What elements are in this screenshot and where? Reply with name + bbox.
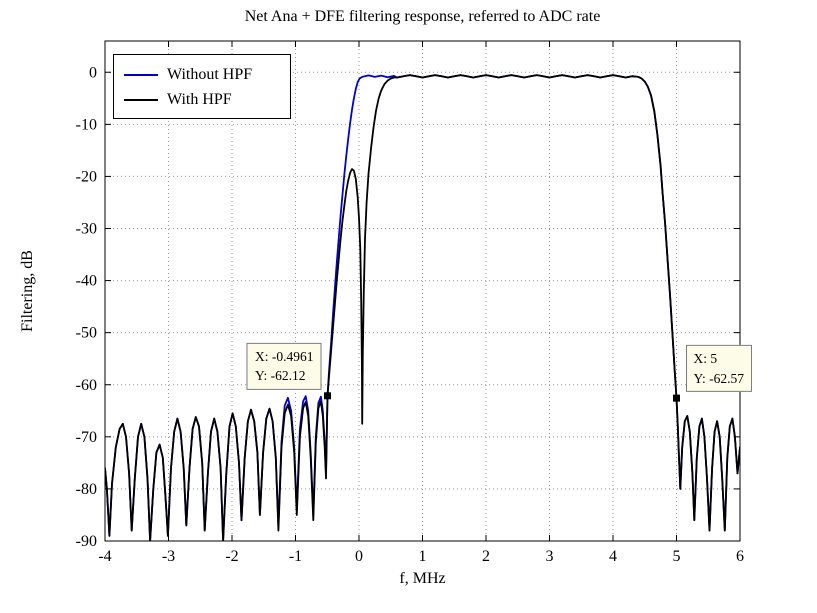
chart-title: Net Ana + DFE filtering response, referr… — [244, 8, 601, 25]
datatip-x-value: X: -0.4961 — [254, 348, 314, 364]
x-tick-label: 0 — [355, 548, 363, 565]
legend-label: With HPF — [167, 90, 232, 108]
datatip-marker[interactable] — [673, 394, 680, 402]
legend-line-sample-black — [124, 98, 158, 101]
datatip-y-value: Y: -62.57 — [693, 370, 745, 386]
axes-box — [104, 40, 741, 542]
x-tick-label: -2 — [225, 548, 238, 565]
series-with-hpf — [105, 74, 740, 541]
x-tick-label: 1 — [419, 548, 427, 565]
datatip-left[interactable]: X: -0.4961 Y: -62.12 — [246, 342, 322, 390]
tick-labels: -4 -3 -2 -1 0 1 2 3 4 5 60-10-20-30-40-50-60-70-80… — [76, 64, 744, 565]
x-tick-label: 2 — [482, 548, 490, 565]
datatip-marker[interactable] — [323, 392, 331, 400]
y-tick-label: -60 — [76, 377, 97, 394]
legend-item-with-hpf[interactable]: With HPF — [124, 87, 280, 112]
datatip-y-value: Y: -62.12 — [254, 368, 306, 384]
x-axis-label: f, MHz — [399, 570, 446, 587]
y-tick-label: -90 — [76, 533, 97, 550]
y-tick-label: -10 — [76, 116, 97, 133]
y-tick-label: -40 — [76, 273, 97, 290]
x-tick-label: 4 — [609, 548, 617, 565]
x-tick-label: -1 — [289, 548, 302, 565]
y-tick-label: -80 — [76, 481, 97, 498]
legend-item-without-hpf[interactable]: Without HPF — [124, 62, 280, 87]
y-axis-label: Filtering, dB — [19, 250, 36, 332]
datatip-right[interactable]: X: 5 Y: -62.57 — [685, 345, 753, 393]
x-tick-label: -3 — [162, 548, 175, 565]
curves — [105, 74, 740, 541]
x-tick-label: -4 — [98, 548, 111, 565]
x-tick-label: 3 — [546, 548, 554, 565]
legend-label: Without HPF — [167, 65, 253, 83]
y-tick-label: -30 — [76, 221, 97, 238]
y-tick-label: -50 — [76, 325, 97, 342]
x-tick-label: 5 — [673, 548, 681, 565]
datatip-x-value: X: 5 — [693, 351, 718, 366]
y-tick-label: 0 — [89, 64, 97, 81]
y-tick-label: -70 — [76, 429, 97, 446]
y-tick-label: -20 — [76, 168, 97, 185]
series-without-hpf — [105, 74, 740, 541]
x-tick-label: 6 — [736, 548, 744, 565]
legend[interactable]: Without HPF With HPF — [113, 54, 291, 119]
legend-line-sample-blue — [124, 73, 158, 76]
